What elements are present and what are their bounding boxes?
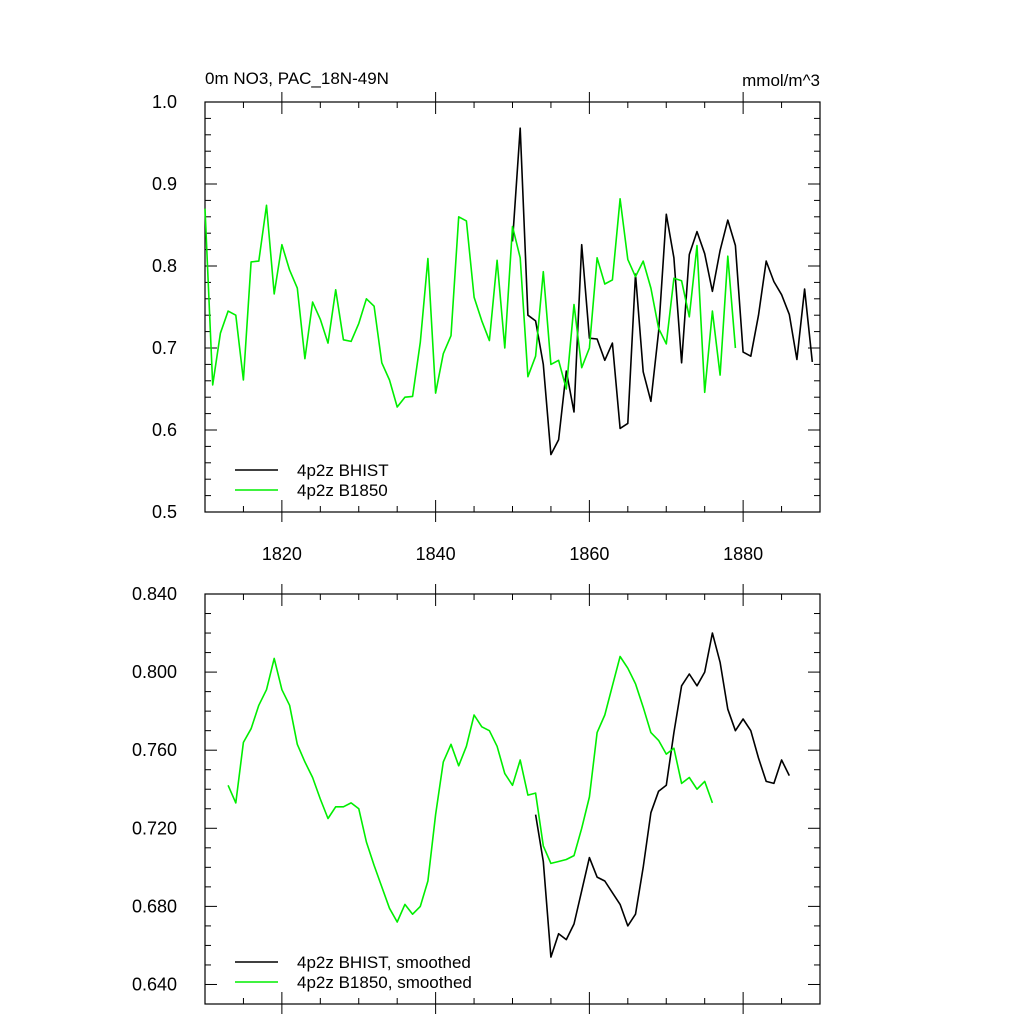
y-tick-label: 0.760 <box>132 740 177 760</box>
top-panel-ticks: 1820 1840 1860 1880 0.5 0.6 0.7 0.8 0.9 1.0 <box>152 92 821 564</box>
legend-label-bhist: 4p2z BHIST <box>297 461 389 480</box>
y-tick-label: 0.720 <box>132 818 177 838</box>
bottom-panel: 0.640 0.680 0.720 0.760 0.800 0.840 4p2z BHIS… <box>132 584 821 1014</box>
y-tick-label: 0.6 <box>152 420 177 440</box>
bottom-panel-legend: 4p2z BHIST, smoothed 4p2z B1850, smoothe… <box>235 953 472 992</box>
bottom-panel-ticks: 0.640 0.680 0.720 0.760 0.800 0.840 <box>132 584 821 1014</box>
legend-label-b1850-smoothed: 4p2z B1850, smoothed <box>297 973 472 992</box>
chart-title: 0m NO3, PAC_18N-49N <box>205 69 389 88</box>
y-tick-label: 0.640 <box>132 974 177 994</box>
x-tick-label: 1840 <box>416 544 456 564</box>
top-panel: 1820 1840 1860 1880 0.5 0.6 0.7 0.8 0.9 1.0 4p2z … <box>152 92 821 564</box>
legend-label-bhist-smoothed: 4p2z BHIST, smoothed <box>297 953 471 972</box>
x-tick-label: 1880 <box>723 544 763 564</box>
series-line-b1850 <box>204 198 737 408</box>
x-tick-label: 1860 <box>569 544 609 564</box>
y-tick-label: 0.8 <box>152 256 177 276</box>
x-tick-label: 1820 <box>262 544 302 564</box>
units-label: mmol/m^3 <box>742 71 820 90</box>
y-tick-label: 0.680 <box>132 896 177 916</box>
y-tick-label: 0.9 <box>152 174 177 194</box>
top-panel-legend: 4p2z BHIST 4p2z B1850 <box>235 461 389 500</box>
bottom-panel-series <box>227 632 791 958</box>
legend-label-b1850: 4p2z B1850 <box>297 481 388 500</box>
series-line-bhist-smoothed <box>534 632 791 958</box>
y-tick-label: 0.840 <box>132 584 177 604</box>
y-tick-label: 0.5 <box>152 502 177 522</box>
y-tick-label: 1.0 <box>152 92 177 112</box>
series-line-bhist <box>511 127 814 456</box>
series-line-b1850-smoothed <box>227 655 714 923</box>
top-panel-series <box>204 127 814 456</box>
y-tick-label: 0.800 <box>132 662 177 682</box>
y-tick-label: 0.7 <box>152 338 177 358</box>
